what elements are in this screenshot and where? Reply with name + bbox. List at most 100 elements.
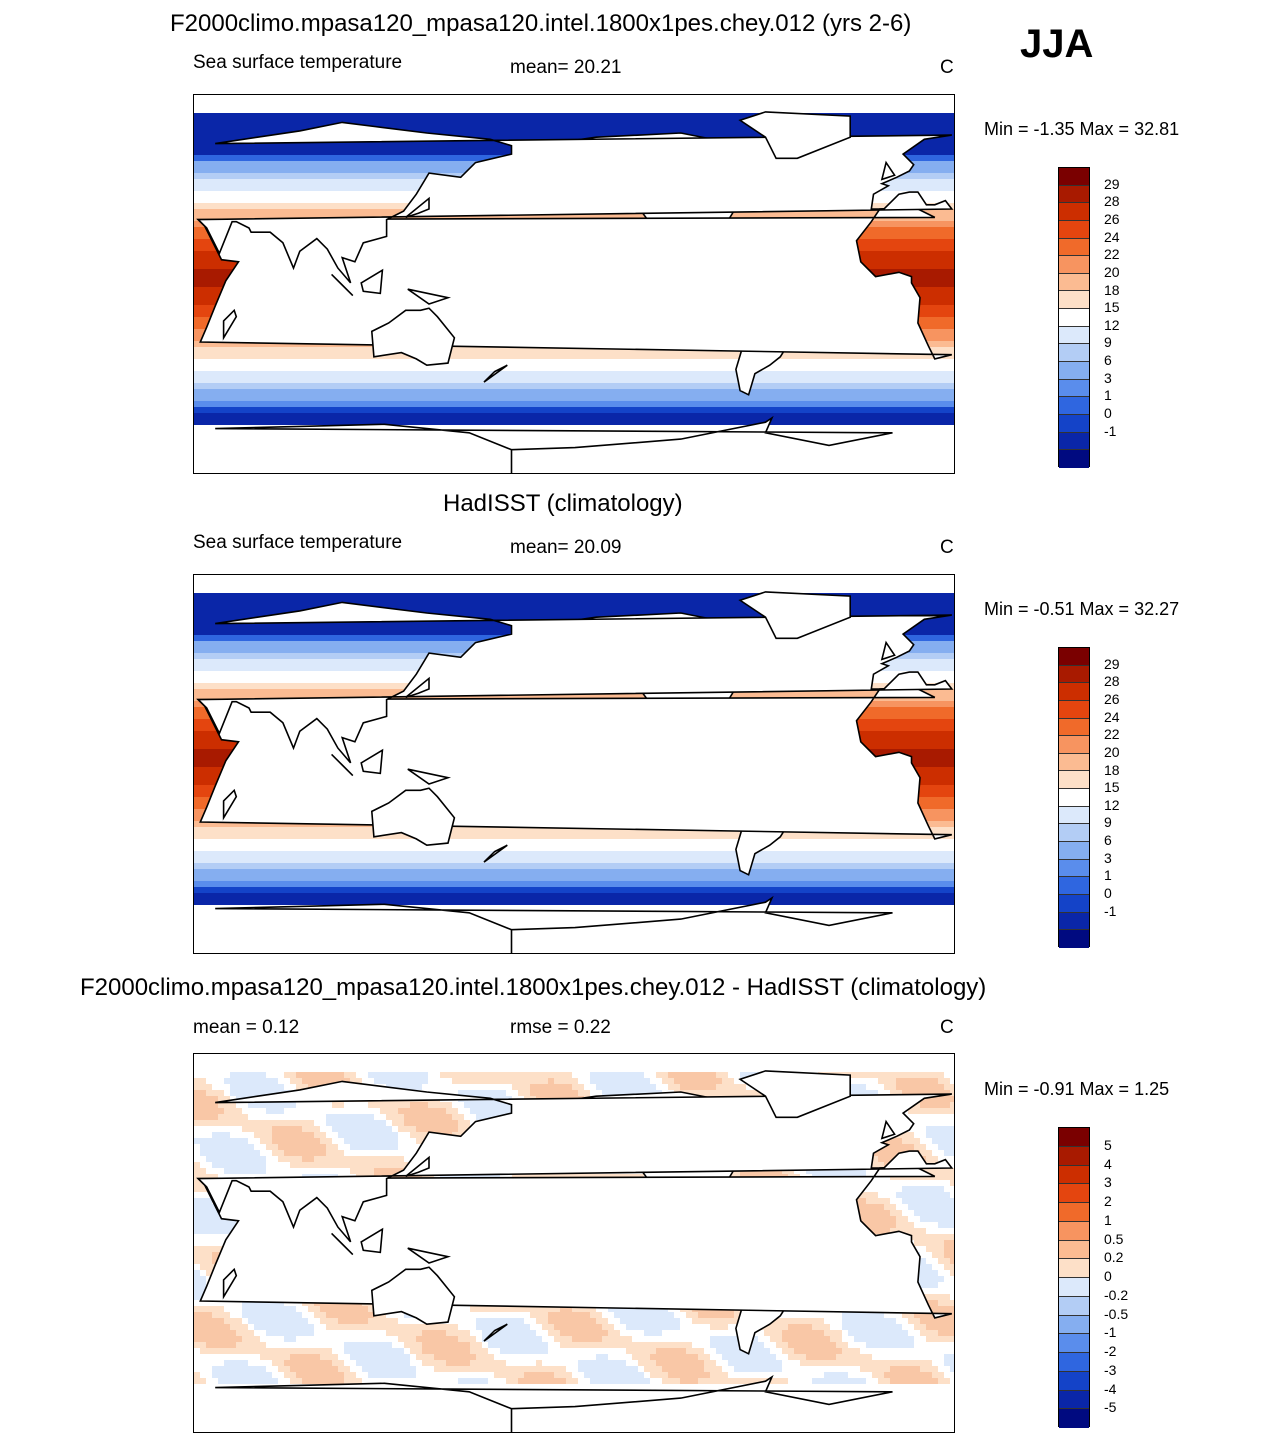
ocean-cell xyxy=(242,179,248,185)
ocean-cell xyxy=(236,143,242,149)
ocean-cell xyxy=(896,233,902,239)
ocean-cell xyxy=(638,113,644,119)
ocean-cell xyxy=(602,119,608,125)
ocean-cell xyxy=(194,179,200,185)
ocean-cell xyxy=(938,191,944,197)
ocean-cell xyxy=(608,131,614,137)
ocean-cell xyxy=(662,119,668,125)
ocean-cell xyxy=(878,113,884,119)
ocean-cell xyxy=(260,119,266,125)
ocean-cell xyxy=(236,155,242,161)
ocean-cell xyxy=(440,125,446,131)
ocean-cell xyxy=(650,119,656,125)
ocean-cell xyxy=(920,119,926,125)
ocean-cell xyxy=(872,227,878,233)
ocean-cell xyxy=(320,113,326,119)
ocean-cell xyxy=(398,167,404,173)
ocean-cell xyxy=(194,125,200,131)
ocean-cell xyxy=(392,203,398,209)
ocean-cell xyxy=(632,125,638,131)
ocean-cell xyxy=(404,179,410,185)
ocean-cell xyxy=(494,149,500,155)
ocean-cell xyxy=(530,131,536,137)
ocean-cell xyxy=(422,161,428,167)
ocean-cell xyxy=(194,245,200,251)
ocean-cell xyxy=(206,215,212,221)
ocean-cell xyxy=(272,179,278,185)
ocean-cell xyxy=(368,179,374,185)
ocean-cell xyxy=(224,173,230,179)
ocean-cell xyxy=(926,245,932,251)
ocean-cell xyxy=(278,113,284,119)
ocean-cell xyxy=(482,131,488,137)
ocean-cell xyxy=(884,245,890,251)
ocean-cell xyxy=(938,143,944,149)
ocean-cell xyxy=(920,173,926,179)
ocean-cell xyxy=(452,119,458,125)
ocean-cell xyxy=(320,167,326,173)
ocean-cell xyxy=(422,155,428,161)
ocean-cell xyxy=(944,233,950,239)
ocean-cell xyxy=(242,173,248,179)
ocean-cell xyxy=(194,119,200,125)
ocean-cell xyxy=(944,323,950,329)
ocean-cell xyxy=(266,173,272,179)
ocean-cell xyxy=(302,167,308,173)
ocean-cell xyxy=(218,209,224,215)
ocean-cell xyxy=(212,161,218,167)
ocean-cell xyxy=(944,275,950,281)
ocean-cell xyxy=(932,215,938,221)
ocean-cell xyxy=(272,161,278,167)
ocean-cell xyxy=(248,161,254,167)
ocean-cell xyxy=(914,173,920,179)
ocean-cell xyxy=(944,239,950,245)
ocean-cell xyxy=(950,329,954,335)
ocean-cell xyxy=(908,263,914,269)
ocean-cell xyxy=(206,155,212,161)
ocean-cell xyxy=(212,215,218,221)
ocean-cell xyxy=(356,203,362,209)
ocean-cell xyxy=(290,143,296,149)
ocean-cell xyxy=(578,131,584,137)
ocean-cell xyxy=(332,143,338,149)
ocean-cell xyxy=(236,191,242,197)
ocean-cell xyxy=(578,113,584,119)
ocean-cell xyxy=(236,125,242,131)
ocean-cell xyxy=(692,131,698,137)
ocean-cell xyxy=(218,173,224,179)
ocean-cell xyxy=(362,179,368,185)
ocean-cell xyxy=(212,167,218,173)
ocean-cell xyxy=(236,167,242,173)
ocean-cell xyxy=(878,251,884,257)
ocean-cell xyxy=(884,257,890,263)
ocean-cell xyxy=(884,131,890,137)
ocean-cell xyxy=(290,179,296,185)
ocean-cell xyxy=(944,251,950,257)
ocean-cell xyxy=(470,149,476,155)
ocean-cell xyxy=(374,197,380,203)
ocean-cell xyxy=(860,125,866,131)
ocean-cell xyxy=(302,179,308,185)
ocean-cell xyxy=(836,209,842,215)
ocean-cell xyxy=(278,203,284,209)
ocean-cell xyxy=(602,125,608,131)
ocean-cell xyxy=(710,131,716,137)
ocean-cell xyxy=(308,203,314,209)
ocean-cell xyxy=(272,203,278,209)
ocean-cell xyxy=(272,167,278,173)
ocean-cell xyxy=(914,143,920,149)
ocean-cell xyxy=(938,209,944,215)
ocean-cell xyxy=(206,257,212,263)
ocean-cell xyxy=(908,257,914,263)
ocean-cell xyxy=(932,341,938,347)
ocean-cell xyxy=(404,161,410,167)
ocean-cell xyxy=(326,203,332,209)
ocean-cell xyxy=(650,113,656,119)
ocean-cell xyxy=(398,119,404,125)
ocean-cell xyxy=(944,263,950,269)
ocean-cell xyxy=(572,125,578,131)
ocean-cell xyxy=(398,179,404,185)
ocean-cell xyxy=(950,251,954,257)
ocean-cell xyxy=(302,155,308,161)
ocean-cell xyxy=(878,257,884,263)
